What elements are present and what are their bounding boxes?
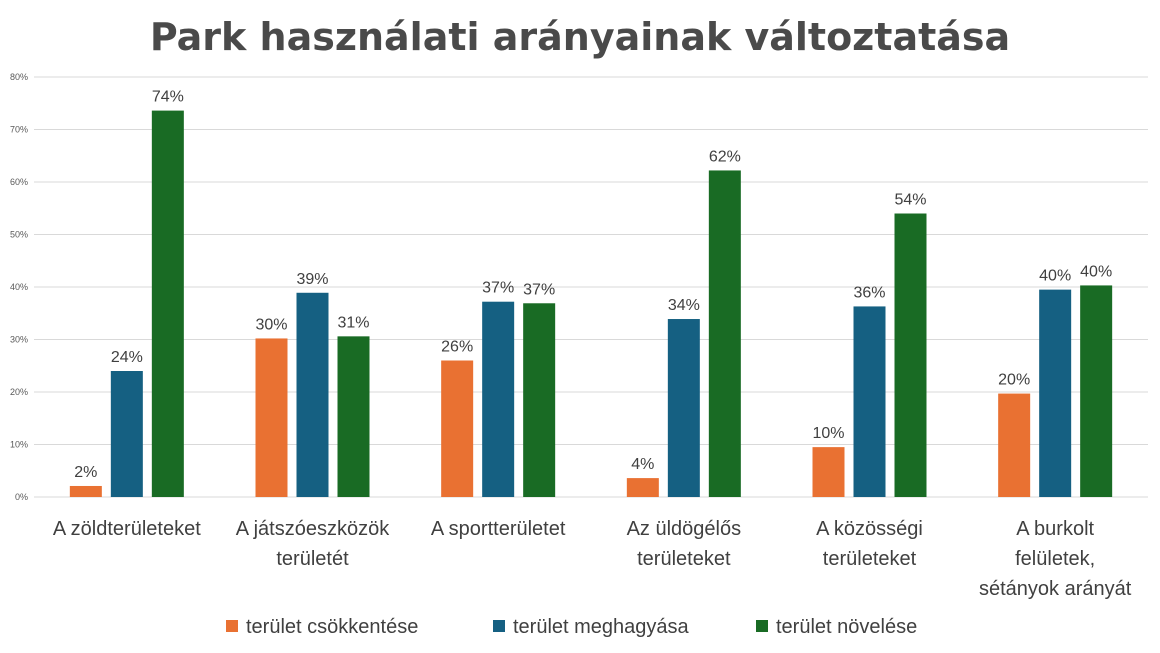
data-label: 24% — [111, 349, 143, 366]
y-tick-label: 40% — [10, 282, 28, 292]
legend-swatch — [493, 620, 505, 632]
bar — [523, 303, 556, 497]
gridlines — [34, 76, 1148, 498]
bar — [110, 371, 143, 497]
y-axis-ticks: 0% 10% 20% 30% 40% 50% 60% 70% 80% — [10, 72, 28, 502]
bar — [812, 447, 845, 497]
bar — [1080, 285, 1113, 497]
data-label: 40% — [1039, 268, 1071, 285]
legend-label: terület növelése — [776, 616, 917, 638]
y-tick-label: 10% — [10, 440, 28, 450]
y-tick-label: 60% — [10, 177, 28, 187]
legend-item: terület csökkentése — [226, 616, 418, 638]
bars — [69, 110, 1113, 497]
y-tick-label: 50% — [10, 230, 28, 240]
chart-title: Park használati arányainak változtatása — [150, 15, 1010, 59]
x-axis-categories: A zöldterületeket A játszóeszközök terület… — [53, 518, 1132, 600]
bar — [667, 319, 700, 497]
category-label: Az üldögélős területeket — [627, 518, 742, 570]
category-label: A sportterületet — [431, 518, 566, 540]
data-label: 4% — [631, 456, 654, 473]
category-label: A burkolt felületek, sétányok arányát — [979, 518, 1132, 600]
legend-swatch — [226, 620, 238, 632]
y-tick-label: 30% — [10, 335, 28, 345]
bar — [151, 110, 184, 497]
bar — [894, 213, 927, 497]
bar — [69, 485, 102, 497]
data-label: 37% — [523, 281, 555, 298]
category-label: A játszóeszközök területét — [236, 518, 390, 570]
data-label: 26% — [441, 339, 473, 356]
bar — [255, 338, 288, 497]
y-tick-label: 70% — [10, 125, 28, 135]
y-tick-label: 20% — [10, 387, 28, 397]
bar — [626, 478, 659, 497]
legend-item: terület meghagyása — [493, 616, 690, 638]
data-label: 54% — [894, 192, 926, 209]
bar — [998, 393, 1031, 497]
data-label: 10% — [812, 425, 844, 442]
bar — [1039, 289, 1072, 497]
bar — [853, 306, 886, 497]
legend-label: terület meghagyása — [513, 616, 690, 638]
data-label: 36% — [853, 284, 885, 301]
bar — [441, 360, 474, 497]
bar — [337, 336, 370, 497]
legend-swatch — [756, 620, 768, 632]
data-label: 2% — [74, 464, 97, 481]
legend-item: terület növelése — [756, 616, 917, 638]
category-label: A zöldterületeket — [53, 518, 201, 540]
data-label: 34% — [668, 297, 700, 314]
legend: terület csökkentése terület meghagyása ter… — [226, 616, 917, 638]
data-labels: 2% 24% 74% 30% 39% 31% 26% 37% 37% 4% 34% 62% 10% 36%… — [74, 89, 1112, 481]
bar — [296, 292, 329, 497]
data-label: 62% — [709, 148, 741, 165]
data-label: 30% — [255, 316, 287, 333]
data-label: 31% — [337, 314, 369, 331]
data-label: 39% — [296, 271, 328, 288]
bar — [482, 301, 515, 497]
data-label: 37% — [482, 280, 514, 297]
y-tick-label: 0% — [15, 492, 28, 502]
category-label: A közösségi területeket — [816, 518, 923, 570]
data-label: 20% — [998, 372, 1030, 389]
bar — [708, 170, 741, 497]
data-label: 40% — [1080, 263, 1112, 280]
y-tick-label: 80% — [10, 72, 28, 82]
data-label: 74% — [152, 89, 184, 106]
legend-label: terület csökkentése — [246, 616, 418, 638]
